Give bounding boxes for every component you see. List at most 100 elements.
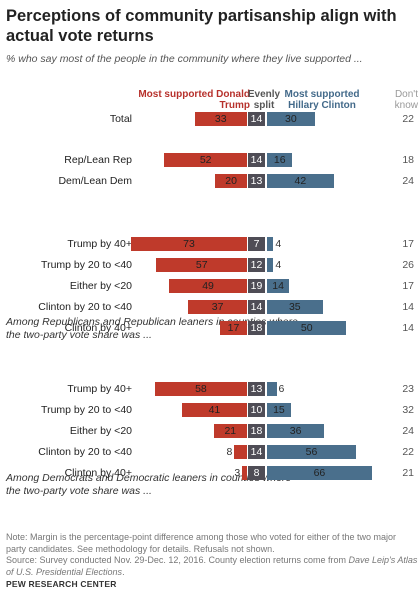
bar-split bbox=[248, 403, 265, 417]
bar-clinton bbox=[267, 382, 277, 396]
row-label: Either by <20 bbox=[69, 425, 132, 437]
row-label: Trump by 40+ bbox=[67, 383, 132, 395]
value-dont-know: 24 bbox=[402, 175, 414, 187]
source-italic: Dave Leip's Atlas of U.S. Presidential E… bbox=[6, 555, 418, 577]
bar-trump bbox=[213, 424, 247, 438]
value-clinton: 56 bbox=[305, 446, 318, 458]
bar-split bbox=[248, 279, 265, 293]
bar-split bbox=[248, 174, 265, 188]
value-clinton: 4 bbox=[275, 238, 282, 250]
row-label: Trump by 20 to <40 bbox=[41, 259, 132, 271]
bar-clinton bbox=[267, 174, 334, 188]
value-dont-know: 26 bbox=[402, 259, 414, 271]
bar-trump bbox=[169, 279, 247, 293]
value-split: 19 bbox=[250, 280, 263, 292]
bar-clinton bbox=[267, 321, 347, 335]
value-split: 13 bbox=[250, 175, 263, 187]
chart-title: Perceptions of community partisanship al… bbox=[6, 7, 397, 45]
header-trump: Most supported Donald Trump bbox=[138, 89, 250, 111]
source-suffix: . bbox=[122, 566, 125, 577]
bar-split bbox=[248, 321, 265, 335]
bar-clinton bbox=[267, 279, 290, 293]
value-split: 14 bbox=[250, 154, 263, 166]
bar-trump bbox=[219, 321, 247, 335]
value-trump: 3 bbox=[234, 467, 241, 479]
bar-trump bbox=[242, 466, 247, 480]
bar-clinton bbox=[267, 237, 274, 251]
section-label-democrats: Among Democrats and Democratic leaners i… bbox=[6, 472, 292, 497]
bar-trump bbox=[131, 237, 247, 251]
header-dont-know: Don't know bbox=[394, 89, 418, 111]
row-label: Rep/Lean Rep bbox=[64, 154, 132, 166]
value-clinton: 35 bbox=[288, 301, 301, 313]
value-trump: 20 bbox=[225, 175, 237, 187]
bar-trump bbox=[164, 153, 247, 167]
value-split: 7 bbox=[253, 238, 260, 250]
row-label: Trump by 20 to <40 bbox=[41, 404, 132, 416]
bar-split bbox=[248, 237, 265, 251]
value-clinton: 30 bbox=[284, 113, 297, 125]
value-trump: 58 bbox=[195, 383, 207, 395]
header-split: Evenly split bbox=[247, 89, 281, 111]
value-split: 13 bbox=[250, 383, 263, 395]
value-clinton: 42 bbox=[294, 175, 307, 187]
bar-clinton bbox=[267, 424, 325, 438]
bar-clinton bbox=[267, 403, 291, 417]
row-label: Clinton by 20 to <40 bbox=[38, 446, 132, 458]
value-clinton: 36 bbox=[289, 425, 302, 437]
row-label: Clinton by 20 to <40 bbox=[38, 301, 132, 313]
row-label: Either by <20 bbox=[69, 280, 132, 292]
bar-trump bbox=[188, 300, 247, 314]
value-split: 14 bbox=[250, 113, 263, 125]
value-trump: 37 bbox=[211, 301, 224, 313]
value-dont-know: 17 bbox=[402, 280, 414, 292]
value-trump: 21 bbox=[224, 425, 237, 437]
value-split: 18 bbox=[250, 322, 263, 334]
value-trump: 52 bbox=[199, 154, 212, 166]
value-dont-know: 17 bbox=[402, 238, 414, 250]
bar-trump bbox=[156, 258, 247, 272]
value-dont-know: 14 bbox=[402, 301, 414, 313]
bar-trump bbox=[181, 403, 247, 417]
row-label: Clinton by 40+ bbox=[64, 322, 132, 334]
value-split: 8 bbox=[253, 467, 260, 479]
bar-split bbox=[248, 300, 265, 314]
value-clinton: 6 bbox=[278, 383, 285, 395]
bar-split bbox=[248, 424, 265, 438]
row-label: Clinton by 40+ bbox=[64, 467, 132, 479]
value-dont-know: 21 bbox=[402, 467, 414, 479]
value-split: 18 bbox=[250, 425, 263, 437]
bar-split bbox=[248, 466, 265, 480]
bar-clinton bbox=[267, 445, 356, 459]
value-split: 14 bbox=[250, 301, 263, 313]
bar-clinton bbox=[267, 258, 274, 272]
bar-split bbox=[248, 258, 265, 272]
value-trump: 17 bbox=[227, 322, 240, 334]
source-text: Source: Survey conducted Nov. 29-Dec. 12… bbox=[6, 555, 349, 565]
chart-note: Note: Margin is the percentage-point dif… bbox=[6, 532, 397, 554]
bar-trump bbox=[215, 174, 247, 188]
value-clinton: 15 bbox=[273, 404, 285, 416]
value-dont-know: 22 bbox=[402, 113, 414, 125]
row-label: Total bbox=[109, 113, 132, 125]
value-dont-know: 32 bbox=[402, 404, 414, 416]
value-clinton: 50 bbox=[300, 322, 313, 334]
value-dont-know: 22 bbox=[402, 446, 414, 458]
chart-subtitle: % who say most of the people in the comm… bbox=[6, 53, 363, 65]
row-label: Dem/Lean Dem bbox=[58, 175, 132, 187]
bar-clinton bbox=[267, 153, 293, 167]
value-clinton: 66 bbox=[313, 467, 326, 479]
value-clinton: 16 bbox=[273, 154, 286, 166]
bar-split bbox=[248, 112, 265, 126]
value-split: 10 bbox=[250, 404, 263, 416]
value-clinton: 14 bbox=[272, 280, 284, 292]
value-split: 14 bbox=[250, 446, 263, 458]
value-dont-know: 24 bbox=[402, 425, 414, 437]
bar-trump bbox=[154, 382, 247, 396]
bar-split bbox=[248, 153, 265, 167]
value-trump: 8 bbox=[226, 446, 233, 458]
value-dont-know: 18 bbox=[402, 154, 414, 166]
brand-logo-text: PEW RESEARCH CENTER bbox=[6, 579, 117, 589]
chart-source: Source: Survey conducted Nov. 29-Dec. 12… bbox=[6, 555, 418, 578]
bar-trump bbox=[194, 112, 247, 126]
